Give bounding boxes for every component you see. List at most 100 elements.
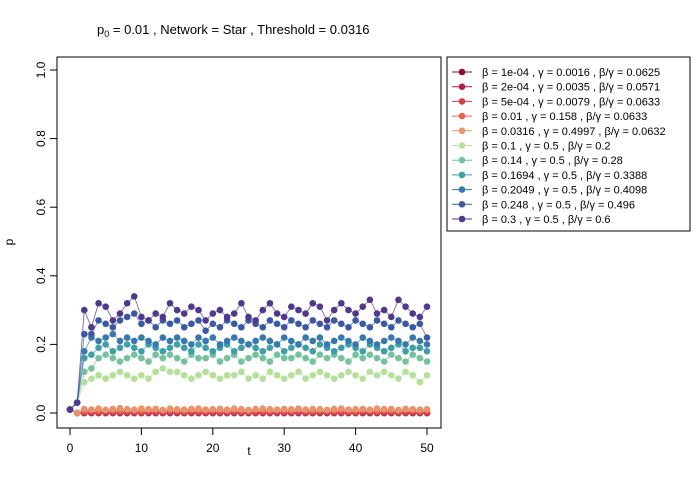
data-point <box>330 317 338 324</box>
data-point <box>366 351 374 358</box>
x-tick-label: 10 <box>135 441 149 455</box>
data-point <box>380 368 388 376</box>
data-point <box>316 320 324 328</box>
data-point <box>245 354 252 362</box>
data-point <box>173 317 181 324</box>
data-point <box>388 371 395 379</box>
data-point <box>145 317 152 324</box>
data-point <box>80 306 88 314</box>
series-points-group <box>66 330 431 413</box>
data-point <box>195 334 202 341</box>
data-point <box>409 405 417 413</box>
data-point <box>323 406 331 414</box>
data-point <box>80 330 88 338</box>
data-point <box>338 320 345 328</box>
data-point <box>123 313 131 321</box>
series-line <box>69 367 428 410</box>
data-point <box>138 371 145 379</box>
data-point <box>273 310 281 317</box>
data-point <box>223 313 231 321</box>
data-point <box>373 310 381 317</box>
data-point <box>359 334 367 341</box>
data-point <box>138 320 145 328</box>
data-point <box>423 334 431 341</box>
data-point <box>195 317 202 324</box>
data-point <box>266 405 274 413</box>
legend-item: β = 0.0316 , γ = 0.4997 , β/γ = 0.0632 <box>452 126 666 138</box>
y-tick-label: 0.4 <box>34 267 48 284</box>
title-p-symbol: p <box>97 22 104 37</box>
data-point <box>145 405 152 413</box>
data-point <box>402 320 409 328</box>
data-point <box>216 358 224 365</box>
data-point <box>352 405 359 413</box>
data-point <box>138 405 145 412</box>
data-point <box>259 375 267 383</box>
data-point <box>116 317 124 324</box>
data-point <box>109 371 117 379</box>
data-point <box>245 313 252 321</box>
data-point <box>252 371 259 379</box>
data-point <box>373 354 381 362</box>
data-point <box>409 334 417 341</box>
legend-item: β = 1e-04 , γ = 0.0016 , β/γ = 0.0625 <box>452 67 660 79</box>
data-point <box>259 323 267 331</box>
data-point <box>109 330 117 338</box>
data-point <box>123 405 131 413</box>
data-point <box>195 341 202 348</box>
data-point <box>302 344 309 352</box>
data-point <box>338 344 345 352</box>
data-point <box>338 334 345 341</box>
data-point <box>223 337 231 345</box>
y-axis-label: p <box>2 238 16 245</box>
series-points-group <box>66 365 431 413</box>
data-point <box>66 406 74 413</box>
data-point <box>395 317 402 324</box>
data-point <box>338 354 345 362</box>
data-point <box>123 334 131 341</box>
data-point <box>302 354 309 362</box>
data-point <box>295 351 302 358</box>
data-point <box>252 344 259 352</box>
data-point <box>288 405 295 413</box>
data-point <box>273 371 281 379</box>
series-points-group <box>66 310 431 413</box>
data-point <box>245 341 252 348</box>
data-point <box>273 406 281 413</box>
data-point <box>266 337 274 345</box>
data-point <box>209 310 217 317</box>
data-point <box>202 317 209 324</box>
data-point <box>345 337 352 345</box>
data-point <box>202 406 209 413</box>
data-point <box>102 351 109 358</box>
data-point <box>345 406 352 413</box>
legend-marker <box>458 171 466 179</box>
title-p-subscript: 0 <box>104 29 109 39</box>
data-point <box>230 405 238 412</box>
data-point <box>80 368 88 376</box>
data-point <box>338 405 345 412</box>
data-point <box>159 334 167 341</box>
data-point <box>388 344 395 352</box>
data-point <box>109 323 117 331</box>
data-point <box>352 351 359 358</box>
data-point <box>102 303 109 310</box>
data-point <box>259 347 267 355</box>
legend-label: β = 0.1 , γ = 0.5 , β/γ = 0.2 <box>482 141 611 153</box>
data-point <box>302 310 309 317</box>
legend-marker <box>458 201 466 208</box>
data-point <box>402 368 409 376</box>
data-point <box>423 405 431 413</box>
y-tick-label: 0.6 <box>34 199 48 216</box>
data-point <box>88 375 95 383</box>
data-point <box>388 323 395 331</box>
data-point <box>373 341 381 348</box>
data-point <box>252 405 259 413</box>
legend-label: β = 0.0316 , γ = 0.4997 , β/γ = 0.0632 <box>482 126 666 138</box>
data-point <box>323 323 331 331</box>
data-point <box>188 347 195 355</box>
y-tick-label: 1.0 <box>34 61 48 78</box>
data-point <box>216 323 224 331</box>
data-point <box>238 368 245 376</box>
data-point <box>152 351 159 358</box>
